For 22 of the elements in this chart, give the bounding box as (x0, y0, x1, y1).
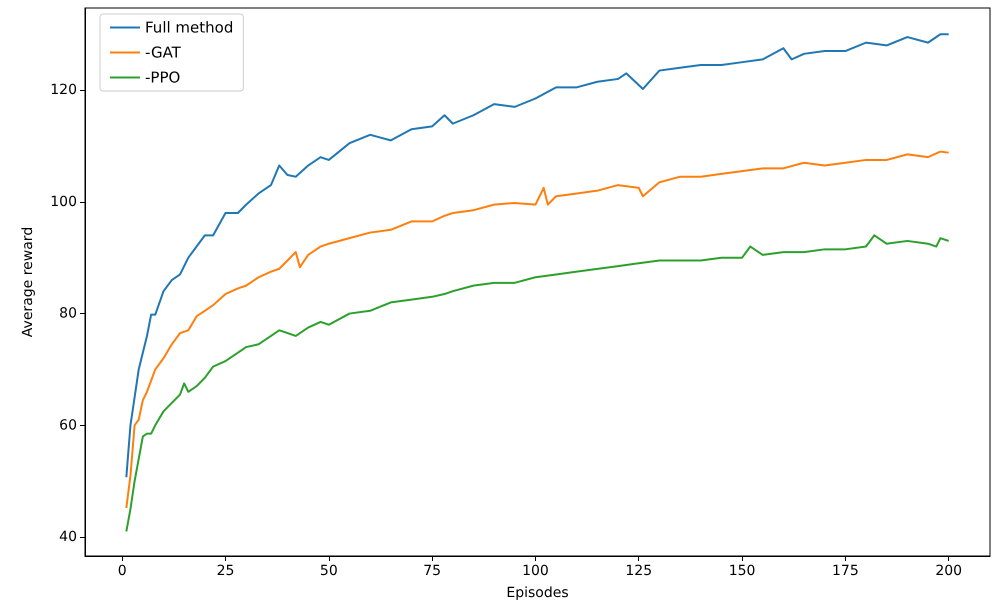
x-tick-label: 150 (728, 563, 756, 579)
x-tick-label: 200 (935, 563, 962, 579)
y-axis-title: Average reward (20, 226, 36, 338)
x-tick-label: 125 (625, 563, 652, 579)
line-series (125, 33, 950, 478)
x-tick-label: 50 (320, 563, 338, 579)
legend-label: -PPO (145, 68, 180, 86)
y-tick-label: 120 (50, 82, 77, 98)
line-series (125, 234, 950, 532)
legend-label: -GAT (145, 44, 182, 62)
x-tick-label: 25 (216, 563, 234, 579)
x-tick-label: 100 (522, 563, 549, 579)
y-tick-label: 80 (59, 306, 77, 322)
x-tick-label: 175 (832, 563, 859, 579)
x-tick-label: 75 (423, 563, 442, 579)
legend-label: Full method (145, 18, 234, 36)
line-series (125, 150, 950, 509)
x-axis-title: Episodes (506, 585, 569, 601)
x-tick-label: 0 (118, 563, 127, 579)
y-tick-label: 40 (59, 529, 77, 546)
y-tick-label: 60 (59, 417, 77, 434)
y-tick-label: 100 (50, 194, 77, 210)
